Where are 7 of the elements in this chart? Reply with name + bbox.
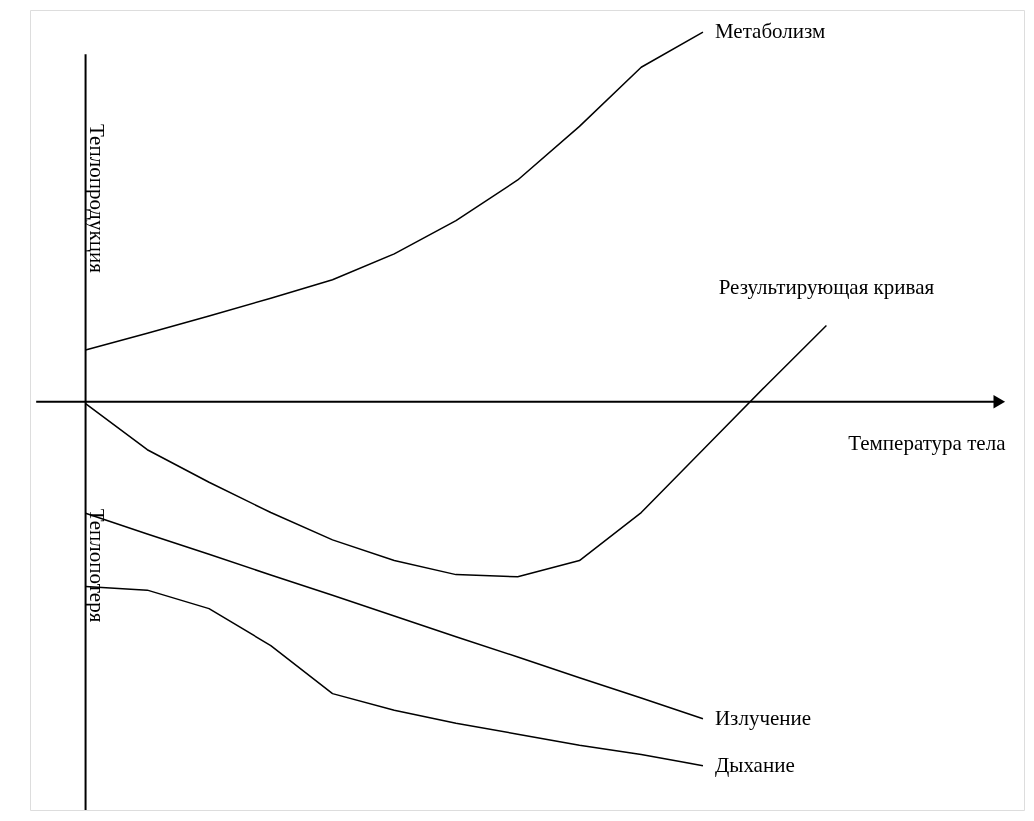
series-label: Результирующая кривая	[718, 274, 935, 299]
series-label: Дыхание	[714, 752, 795, 777]
x-axis-title: Температура тела	[848, 430, 1007, 455]
series-label: Метаболизм	[714, 19, 826, 44]
series-label: Излучение	[714, 705, 812, 730]
annotation: Теплопотеря	[84, 508, 109, 623]
y-axis-title: Теплопродукция	[84, 124, 109, 274]
